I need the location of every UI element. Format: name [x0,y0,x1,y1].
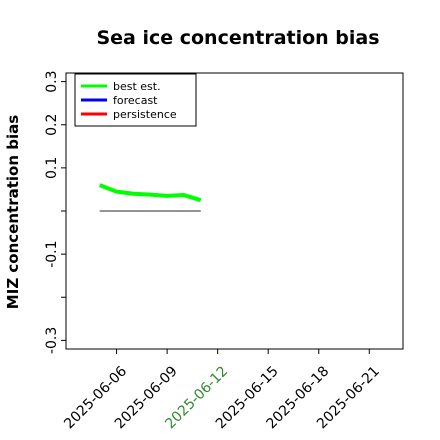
series-line [98,183,202,203]
y-tick-label: -0.3 [44,327,60,354]
y-tick-label: 0.1 [44,157,60,179]
y-tick-label: 0.2 [44,114,60,136]
legend-label: best est. [113,80,161,93]
legend-label: forecast [113,94,158,107]
x-ticks: 2025-06-062025-06-092025-06-122025-06-15… [61,349,383,432]
chart-title: Sea ice concentration bias [96,27,379,49]
legend-label: persistence [113,108,177,121]
series-layer [98,183,202,212]
y-tick-label: -0.1 [44,240,60,267]
y-ticks: -0.3 -0.1 0.1 0.2 0.3 [44,70,66,354]
y-axis-label: MIZ concentration bias [4,115,22,309]
y-tick-label: 0.3 [44,70,60,92]
